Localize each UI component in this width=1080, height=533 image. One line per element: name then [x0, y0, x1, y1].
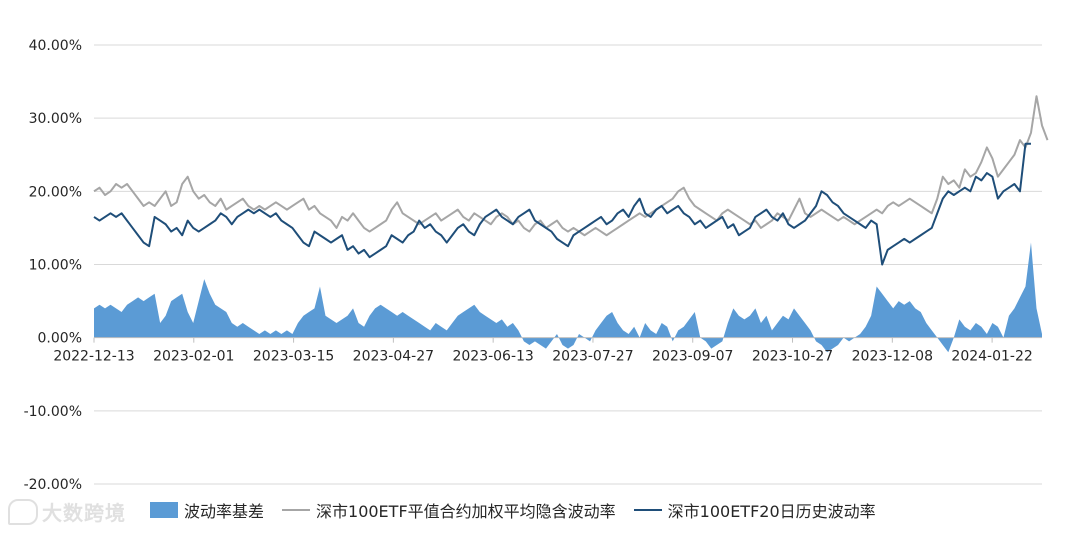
legend-label-basis: 波动率基差: [184, 502, 265, 521]
x-tick-label: 2024-01-22: [951, 349, 1032, 365]
y-tick-label: 40.00%: [29, 38, 82, 54]
implied-vol-line: [93, 95, 1049, 237]
basis-area-series: [94, 242, 1042, 353]
y-tick-label: -20.00%: [24, 477, 82, 493]
watermark-text: 大数跨境: [42, 501, 126, 525]
historical-vol-line: [93, 142, 1031, 266]
legend-item-implied: 深市100ETF平值合约加权平均隐含波动率: [282, 498, 616, 522]
y-tick-label: 0.00%: [38, 331, 82, 347]
x-tick-label: 2023-02-01: [153, 349, 234, 365]
line-series: [93, 95, 1049, 266]
y-tick-label: 10.00%: [29, 258, 82, 274]
x-tick-label: 2022-12-13: [53, 349, 134, 365]
y-tick-label: 30.00%: [29, 111, 82, 127]
y-tick-label: -10.00%: [24, 404, 82, 420]
x-tick-label: 2023-07-27: [552, 349, 633, 365]
x-tick-label: 2023-06-13: [452, 349, 533, 365]
watermark: 大数跨境: [8, 497, 126, 526]
x-tick-label: 2023-03-15: [253, 349, 334, 365]
x-tick-label: 2023-09-07: [652, 349, 733, 365]
x-tick-label: 2023-10-27: [752, 349, 833, 365]
gridlines: [94, 44, 1042, 485]
legend-item-historical: 深市100ETF20日历史波动率: [633, 498, 876, 522]
legend-swatch-implied: [282, 509, 311, 511]
x-tick-label: 2023-12-08: [852, 349, 933, 365]
y-tick-label: 20.00%: [29, 184, 82, 200]
legend-label-historical: 深市100ETF20日历史波动率: [667, 502, 876, 521]
legend-swatch-historical: [633, 509, 662, 511]
legend-label-implied: 深市100ETF平值合约加权平均隐含波动率: [316, 502, 616, 521]
watermark-logo-icon: [8, 498, 38, 525]
y-axis-ticks: 40.00% 30.00% 20.00% 10.00% 0.00% -10.00% -20.…: [24, 38, 82, 493]
legend: 波动率基差 深市100ETF平值合约加权平均隐含波动率 深市100ETF20日历…: [150, 497, 894, 523]
legend-item-basis: 波动率基差: [150, 498, 264, 522]
x-axis-ticks: 2022-12-13 2023-02-01 2023-03-15 2023-04-27…: [53, 337, 1042, 365]
legend-swatch-basis: [150, 502, 178, 518]
basis-area: [94, 242, 1042, 353]
x-tick-label: 2023-04-27: [353, 349, 434, 365]
